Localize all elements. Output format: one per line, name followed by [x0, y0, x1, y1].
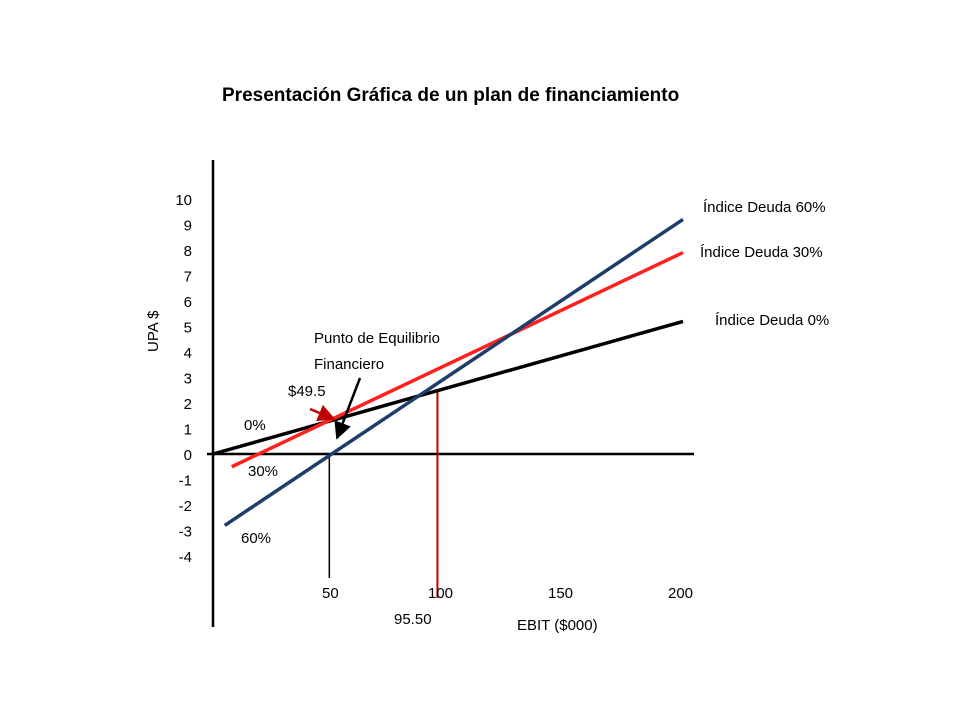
y-tick-label: 6: [184, 294, 192, 311]
equilibrium-label-line1: Punto de Equilibrio: [314, 330, 440, 347]
equilibrium-arrow: [334, 377, 362, 440]
y-tick-label: -1: [179, 473, 192, 490]
marker-value-label: 95.50: [394, 611, 432, 628]
equilibrium-label-line2: Financiero: [314, 356, 384, 373]
y-tick-label: 1: [184, 422, 192, 439]
series-line-debt-30: [231, 250, 684, 469]
y-tick-label: -4: [179, 549, 192, 566]
legend-label-debt-60: Índice Deuda 60%: [703, 199, 826, 216]
y-tick-label: 4: [184, 345, 192, 362]
legend-label-debt-30: Índice Deuda 30%: [700, 244, 823, 261]
short-label-debt-60: 60%: [241, 530, 271, 547]
x-tick-label-100: 100: [428, 585, 453, 602]
x-axis-label: EBIT ($000): [517, 617, 598, 634]
y-tick-label: 8: [184, 243, 192, 260]
y-tick-label: -3: [179, 524, 192, 541]
y-tick-label: 7: [184, 269, 192, 286]
y-tick-label: 9: [184, 218, 192, 235]
series-line-debt-60: [223, 217, 684, 527]
short-label-debt-30: 30%: [248, 463, 278, 480]
y-tick-label: -2: [179, 498, 192, 515]
short-label-debt-0: 0%: [244, 417, 266, 434]
x-tick-label-150: 150: [548, 585, 573, 602]
y-tick-label: 2: [184, 396, 192, 413]
series-line-debt-0: [212, 319, 684, 456]
legend-label-debt-0: Índice Deuda 0%: [715, 312, 829, 329]
chart-title: Presentación Gráfica de un plan de finan…: [222, 85, 679, 106]
x-tick-label-50: 50: [322, 585, 339, 602]
y-tick-label: 5: [184, 320, 192, 337]
point-value-label: $49.5: [288, 383, 326, 400]
y-tick-label: 0: [184, 447, 192, 464]
y-tick-label: 3: [184, 371, 192, 388]
point-value-arrow: [309, 404, 336, 422]
y-axis-label: UPA $: [145, 310, 162, 352]
x-tick-label-200: 200: [668, 585, 693, 602]
y-tick-label: 10: [175, 192, 192, 209]
